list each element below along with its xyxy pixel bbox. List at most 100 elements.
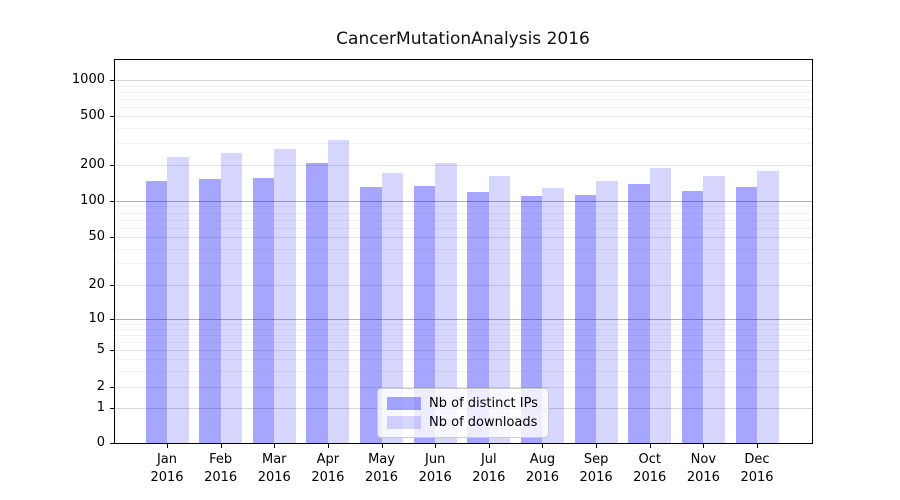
x-tick-mark bbox=[274, 444, 275, 448]
gridline-minor bbox=[115, 220, 812, 221]
y-tick-label: 5 bbox=[96, 342, 105, 357]
gridline-minor bbox=[115, 249, 812, 250]
gridline-major bbox=[115, 80, 812, 81]
bar-distinct-ips-apr bbox=[306, 162, 328, 443]
x-tick-label: Jul 2016 bbox=[472, 452, 506, 485]
y-tick-label: 20 bbox=[88, 277, 105, 292]
gridline-major bbox=[115, 116, 812, 117]
y-tick-label: 2 bbox=[96, 379, 105, 394]
legend: Nb of distinct IPs Nb of downloads bbox=[377, 388, 549, 438]
x-tick-mark bbox=[703, 444, 704, 448]
bar-downloads-may bbox=[381, 172, 404, 443]
y-tick-mark bbox=[110, 201, 114, 202]
y-tick-label: 100 bbox=[80, 193, 105, 208]
y-tick-label: 1000 bbox=[71, 72, 105, 87]
y-tick-mark bbox=[110, 80, 114, 81]
y-tick-label: 500 bbox=[80, 108, 105, 123]
bar-downloads-feb bbox=[220, 153, 243, 443]
gridline-minor bbox=[115, 342, 812, 343]
legend-item-distinct-ips: Nb of distinct IPs bbox=[387, 396, 538, 411]
x-tick-label: Nov 2016 bbox=[686, 452, 720, 485]
x-tick-label: Sep 2016 bbox=[579, 452, 613, 485]
bar-downloads-apr bbox=[327, 139, 350, 443]
bar-downloads-dec bbox=[757, 171, 779, 443]
legend-swatch-downloads-icon bbox=[387, 416, 421, 429]
bar-downloads-jan bbox=[167, 157, 189, 443]
x-tick-label: May 2016 bbox=[364, 452, 399, 485]
x-tick-label: Apr 2016 bbox=[311, 452, 345, 485]
gridline-major bbox=[115, 165, 812, 166]
x-tick-mark bbox=[328, 444, 329, 448]
bar-distinct-ips-may bbox=[360, 187, 382, 443]
bar-downloads-jul bbox=[488, 175, 511, 443]
x-tick-mark bbox=[542, 444, 543, 448]
x-tick-label: Jun 2016 bbox=[418, 452, 452, 485]
bar-distinct-ips-jan bbox=[145, 181, 167, 443]
bar-downloads-nov bbox=[703, 175, 725, 443]
legend-label-distinct-ips: Nb of distinct IPs bbox=[429, 396, 538, 411]
bar-distinct-ips-dec bbox=[735, 187, 757, 443]
bar-distinct-ips-sep bbox=[574, 194, 597, 443]
x-tick-label: Jan 2016 bbox=[150, 452, 184, 485]
bar-distinct-ips-jul bbox=[467, 192, 489, 443]
bar-downloads-oct bbox=[649, 168, 672, 443]
y-tick-mark bbox=[110, 319, 114, 320]
gridline-minor bbox=[115, 213, 812, 214]
gridline-minor bbox=[115, 143, 812, 144]
gridline-major bbox=[115, 387, 812, 388]
gridline-minor bbox=[115, 335, 812, 336]
y-tick-label: 0 bbox=[96, 435, 105, 450]
x-tick-mark bbox=[489, 444, 490, 448]
gridline-minor bbox=[115, 263, 812, 264]
x-tick-mark bbox=[221, 444, 222, 448]
gridline-minor bbox=[115, 329, 812, 330]
x-tick-mark bbox=[435, 444, 436, 448]
x-tick-mark bbox=[167, 444, 168, 448]
gridline-major bbox=[115, 285, 812, 286]
y-tick-mark bbox=[110, 443, 114, 444]
x-tick-mark bbox=[757, 444, 758, 448]
gridline-minor bbox=[115, 128, 812, 129]
y-tick-mark bbox=[110, 350, 114, 351]
chart-title: CancerMutationAnalysis 2016 bbox=[336, 29, 590, 49]
legend-item-downloads: Nb of downloads bbox=[387, 415, 538, 430]
bar-downloads-mar bbox=[274, 149, 296, 443]
y-tick-mark bbox=[110, 116, 114, 117]
legend-swatch-distinct-ips-icon bbox=[387, 397, 421, 410]
gridline-minor bbox=[115, 99, 812, 100]
y-tick-mark bbox=[110, 237, 114, 238]
gridline-minor bbox=[115, 206, 812, 207]
y-tick-mark bbox=[110, 165, 114, 166]
x-tick-label: Dec 2016 bbox=[740, 452, 774, 485]
x-tick-mark bbox=[596, 444, 597, 448]
bar-downloads-sep bbox=[596, 181, 618, 443]
gridline-minor bbox=[115, 324, 812, 325]
gridline-minor bbox=[115, 228, 812, 229]
gridline-minor bbox=[115, 86, 812, 87]
gridline-minor bbox=[115, 92, 812, 93]
y-tick-mark bbox=[110, 387, 114, 388]
bar-downloads-jun bbox=[435, 163, 457, 443]
legend-label-downloads: Nb of downloads bbox=[429, 415, 538, 430]
x-tick-label: Mar 2016 bbox=[257, 452, 291, 485]
x-tick-label: Oct 2016 bbox=[633, 452, 667, 485]
gridline-minor bbox=[115, 359, 812, 360]
gridline-major bbox=[115, 350, 812, 351]
bar-distinct-ips-oct bbox=[628, 183, 650, 443]
y-tick-label: 10 bbox=[88, 311, 105, 326]
bar-distinct-ips-feb bbox=[199, 179, 221, 443]
x-tick-label: Aug 2016 bbox=[525, 452, 559, 485]
gridline-major bbox=[115, 237, 812, 238]
x-tick-label: Feb 2016 bbox=[204, 452, 238, 485]
gridline-major bbox=[115, 201, 812, 202]
gridline-major bbox=[115, 319, 812, 320]
bar-distinct-ips-jun bbox=[413, 186, 436, 443]
bar-distinct-ips-nov bbox=[681, 190, 704, 443]
y-tick-mark bbox=[110, 408, 114, 409]
y-tick-label: 50 bbox=[88, 229, 105, 244]
x-tick-mark bbox=[382, 444, 383, 448]
y-tick-mark bbox=[110, 285, 114, 286]
bar-distinct-ips-aug bbox=[520, 195, 543, 443]
